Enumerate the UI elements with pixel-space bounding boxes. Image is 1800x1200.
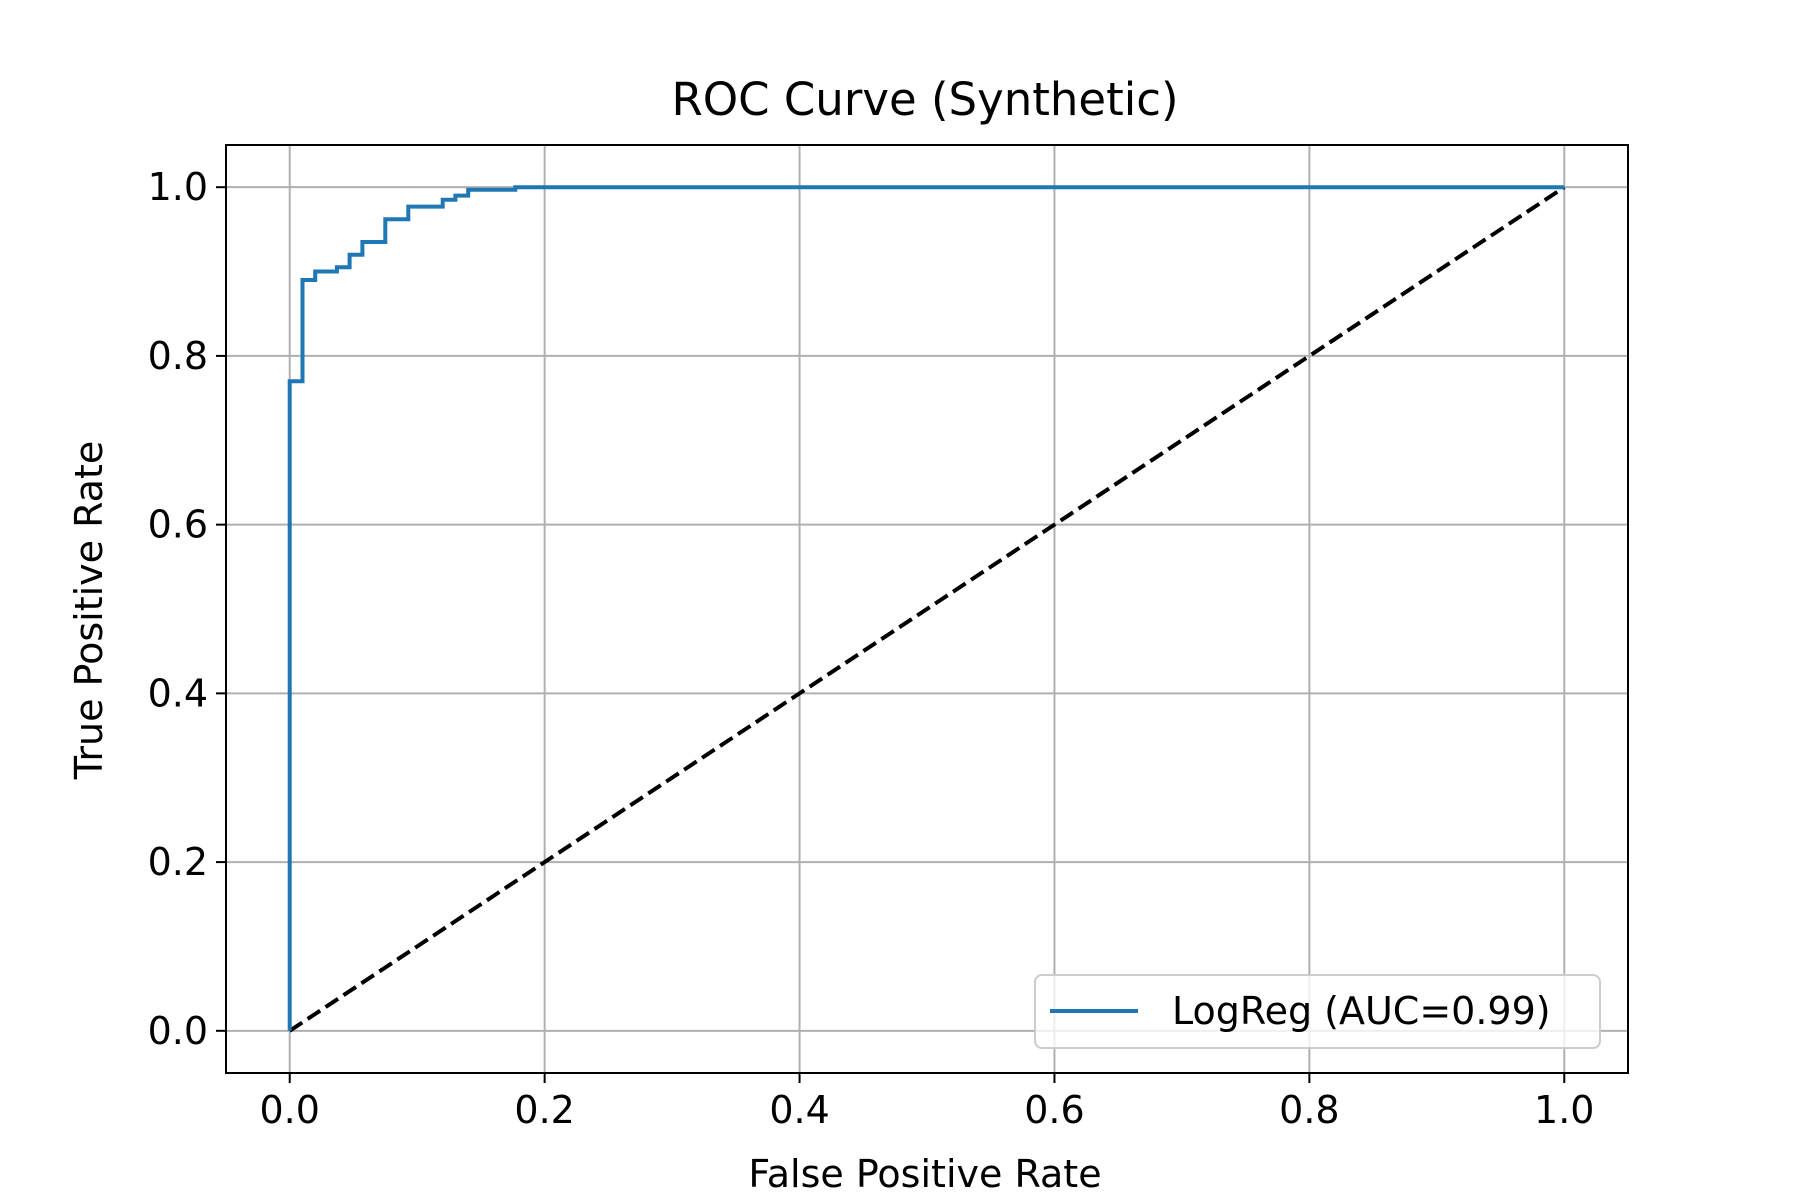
grid bbox=[226, 145, 1628, 1073]
y-tick-label: 0.6 bbox=[148, 503, 208, 547]
chance-line bbox=[288, 185, 1566, 1033]
x-tick-label: 0.0 bbox=[260, 1088, 320, 1132]
x-tick-label: 0.8 bbox=[1279, 1088, 1339, 1132]
plot-frame bbox=[225, 144, 1629, 1074]
chart-title: ROC Curve (Synthetic) bbox=[671, 73, 1178, 126]
x-tick-label: 0.2 bbox=[514, 1088, 574, 1132]
series-layer bbox=[287, 185, 1566, 1033]
x-tick-label: 0.6 bbox=[1024, 1088, 1084, 1132]
legend-box bbox=[1034, 974, 1601, 1049]
ticks: 0.0 0.2 0.4 0.6 0.8 1.0 0.0 0.2 0.4 0.6 0.8 1.0 bbox=[148, 165, 1595, 1132]
y-tick-label: 0.8 bbox=[148, 334, 208, 378]
legend-label: LogReg (AUC=0.99) bbox=[1172, 989, 1551, 1033]
legend: LogReg (AUC=0.99) bbox=[1034, 974, 1601, 1049]
roc-line bbox=[287, 185, 1565, 1031]
x-tick-label: 0.4 bbox=[769, 1088, 829, 1132]
y-axis-label: True Positive Rate bbox=[67, 441, 111, 781]
y-tick-label: 0.0 bbox=[148, 1009, 208, 1053]
y-tick-label: 0.2 bbox=[148, 840, 208, 884]
x-axis-label: False Positive Rate bbox=[748, 1152, 1101, 1196]
x-tick-label: 1.0 bbox=[1534, 1088, 1594, 1132]
y-tick-label: 1.0 bbox=[148, 165, 208, 209]
y-tick-label: 0.4 bbox=[148, 671, 208, 715]
